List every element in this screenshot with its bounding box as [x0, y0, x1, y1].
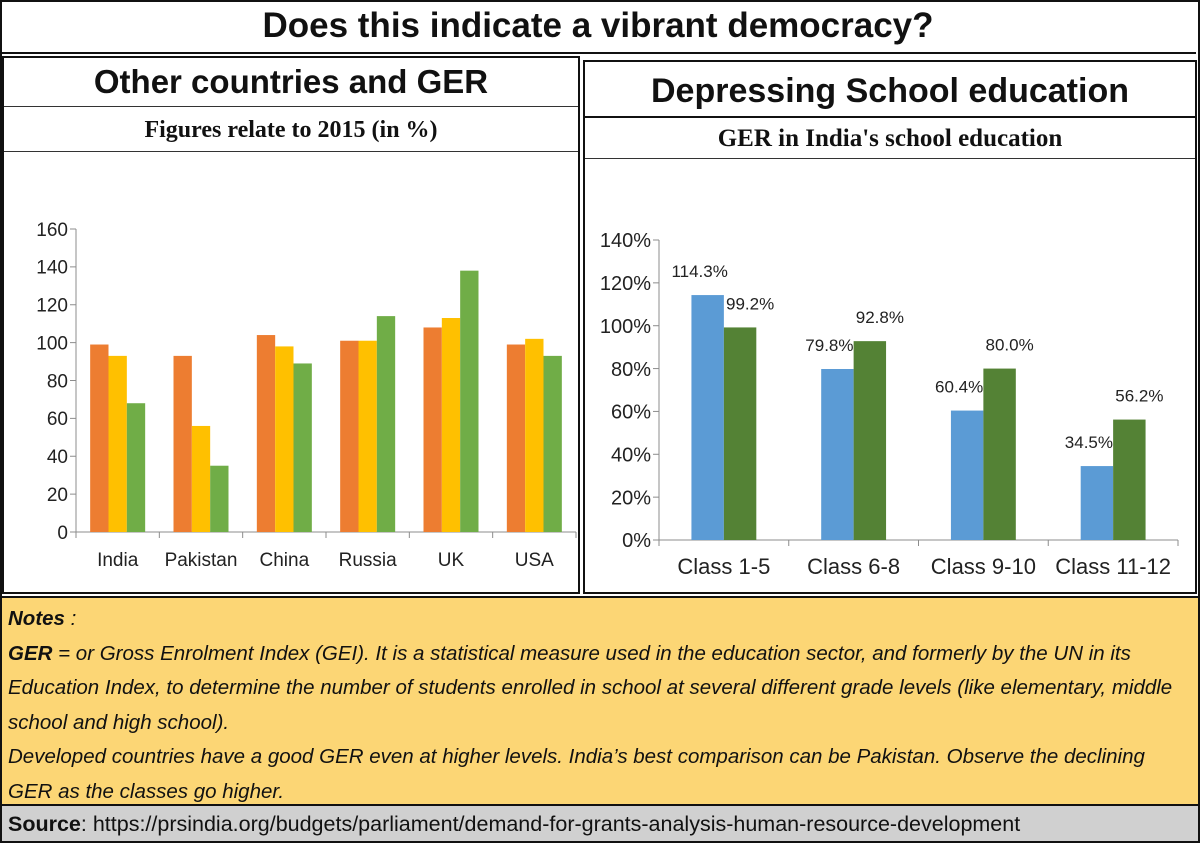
x-category-label: Class 6-8: [807, 554, 900, 579]
bar-class-1-5-2008-09: [691, 295, 724, 540]
bar-class-6-8-2015-16: [853, 341, 887, 540]
bar-uk-class-1-5: [423, 327, 442, 532]
panel-india-school: Depressing School education GER in India…: [583, 60, 1197, 594]
bar-class-9-10-2015-16: [983, 368, 1016, 540]
x-category-label: Class 1-5: [677, 554, 770, 579]
y-tick-label: 140%: [600, 230, 651, 252]
bar-china-class-6-8: [275, 346, 294, 532]
data-label: 34.5%: [1065, 433, 1113, 452]
bar-russia-class-6-8: [358, 340, 377, 532]
bar-class-1-5-2015-16: [723, 327, 757, 540]
source-bar: Source: https://prsindia.org/budgets/par…: [2, 806, 1198, 841]
x-category-label: Class 9-10: [931, 554, 1036, 579]
x-category-label: India: [97, 550, 139, 571]
bar-china-class-1-5: [256, 335, 276, 532]
main-title: Does this indicate a vibrant democracy?: [0, 0, 1196, 54]
notes-heading: Notes: [8, 607, 65, 630]
y-tick-label: 40%: [611, 444, 651, 466]
bar-pakistan-class-9-12: [210, 465, 229, 532]
y-tick-label: 20: [47, 485, 68, 506]
x-category-label: Class 11-12: [1055, 554, 1171, 579]
panel-other-countries: Other countries and GER Figures relate t…: [2, 56, 580, 594]
data-label: 56.2%: [1115, 387, 1163, 406]
y-tick-label: 20%: [611, 487, 651, 509]
bar-class-9-10-2008-09: [950, 410, 984, 540]
bar-uk-class-9-12: [460, 270, 479, 532]
data-label: 92.8%: [856, 308, 904, 327]
y-tick-label: 60: [47, 409, 68, 430]
right-chart-title: GER in India's school education: [585, 118, 1195, 159]
y-tick-label: 0%: [622, 530, 651, 552]
source-label: Source: [8, 812, 81, 836]
y-tick-label: 160: [36, 220, 68, 241]
bar-india-class-6-8: [108, 355, 127, 532]
source-separator: :: [80, 812, 93, 836]
bar-class-6-8-2008-09: [821, 369, 854, 540]
x-category-label: Russia: [339, 550, 398, 571]
bar-china-class-9-12: [293, 363, 312, 532]
bar-india-class-1-5: [90, 344, 109, 532]
notes-box: Notes : GER = or Gross Enrolment Index (…: [2, 596, 1198, 806]
bar-russia-class-1-5: [340, 340, 359, 532]
y-tick-label: 100%: [600, 316, 651, 338]
y-tick-label: 120%: [600, 273, 651, 295]
x-category-label: UK: [438, 550, 465, 571]
notes-heading-suffix: :: [64, 607, 77, 630]
right-panel-title: Depressing School education: [585, 62, 1195, 118]
countries-ger-chart: 0 20 40 60 80 100 120 140 160 India Pakistan China R…: [36, 220, 577, 571]
india-ger-chart: 0% 20% 40% 60% 80% 100% 120% 140% 114.3% 99.2% Cla…: [600, 230, 1179, 579]
left-panel-title: Other countries and GER: [4, 58, 578, 107]
y-tick-label: 60%: [611, 402, 651, 424]
notes-definition: = or Gross Enrolment Index (GEI). It is …: [8, 641, 1173, 734]
y-tick-label: 120: [36, 296, 68, 317]
data-label: 80.0%: [985, 336, 1033, 355]
x-category-label: USA: [515, 550, 554, 571]
bar-uk-class-6-8: [441, 318, 461, 532]
y-tick-label: 0: [57, 523, 68, 544]
x-category-label: Pakistan: [165, 550, 238, 571]
bar-class-11-12-2015-16: [1113, 419, 1146, 540]
notes-term: GER: [8, 641, 53, 665]
y-tick-label: 80: [47, 371, 68, 392]
y-tick-label: 140: [36, 258, 68, 279]
data-label: 99.2%: [726, 294, 774, 313]
y-tick-label: 40: [47, 447, 68, 468]
bar-pakistan-class-1-5: [173, 355, 192, 532]
bar-usa-class-6-8: [525, 338, 544, 532]
data-label: 114.3%: [671, 262, 727, 281]
left-chart-title: Figures relate to 2015 (in %): [4, 107, 578, 152]
y-tick-label: 100: [36, 333, 68, 354]
data-label: 79.8%: [805, 336, 853, 355]
data-label: 60.4%: [935, 378, 983, 397]
notes-comment: Developed countries have a good GER even…: [8, 745, 1145, 803]
source-link[interactable]: https://prsindia.org/budgets/parliament/…: [92, 812, 1021, 836]
bar-russia-class-9-12: [376, 316, 396, 532]
bar-usa-class-1-5: [506, 344, 526, 532]
bar-pakistan-class-6-8: [191, 425, 211, 532]
y-tick-label: 80%: [611, 359, 651, 381]
bar-usa-class-9-12: [543, 355, 562, 532]
bar-india-class-9-12: [126, 403, 146, 532]
bar-class-11-12-2008-09: [1080, 466, 1114, 540]
x-category-label: China: [260, 550, 310, 571]
